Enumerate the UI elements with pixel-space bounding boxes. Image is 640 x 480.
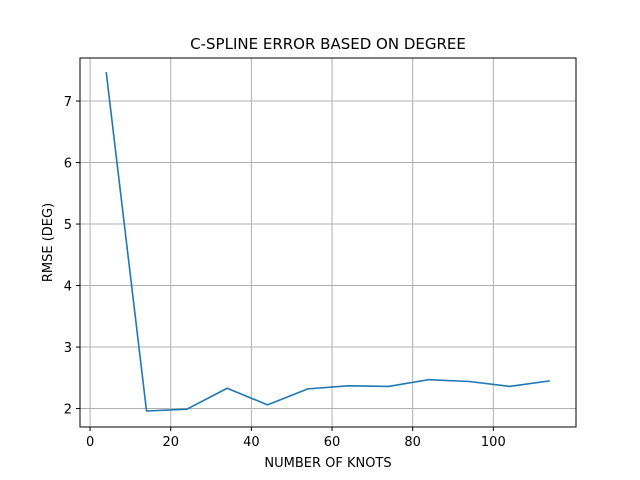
x-tick-label: 60 — [324, 435, 341, 450]
axis-ticks: 0 20 40 60 80 100 2 3 4 5 6 7 — [64, 95, 506, 450]
x-tick-label: 40 — [243, 435, 260, 450]
y-tick-label: 3 — [64, 341, 72, 356]
x-tick-label: 0 — [86, 435, 94, 450]
y-tick-label: 7 — [64, 95, 72, 110]
x-tick-label: 100 — [481, 435, 506, 450]
y-axis-title: RMSE (DEG) — [41, 203, 56, 282]
y-tick-label: 6 — [64, 157, 72, 172]
plot-frame — [79, 57, 577, 428]
y-tick-label: 4 — [64, 280, 72, 295]
y-tick-label: 2 — [64, 403, 72, 418]
x-axis-title: NUMBER OF KNOTS — [264, 456, 391, 471]
x-tick-label: 80 — [404, 435, 421, 450]
series-group — [105, 72, 550, 412]
chart-title: C-SPLINE ERROR BASED ON DEGREE — [190, 35, 466, 53]
y-tick-label: 5 — [64, 218, 72, 233]
series-line — [105, 72, 550, 412]
grid-lines — [80, 58, 576, 427]
x-tick-label: 20 — [162, 435, 179, 450]
